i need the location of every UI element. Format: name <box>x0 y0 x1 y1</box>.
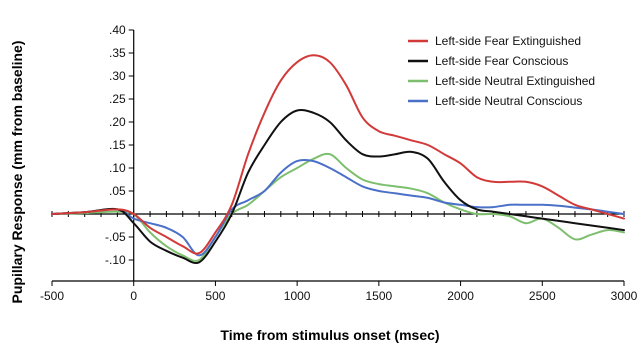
series-layer <box>51 54 625 264</box>
legend: Left-side Fear Extinguished Left-side Fea… <box>408 34 595 108</box>
x-tick-label: 500 <box>205 289 225 303</box>
y-tick-label: .30 <box>109 69 126 83</box>
y-tick-label: .05 <box>109 184 126 198</box>
series-line-left-side-fear-conscious <box>51 108 625 264</box>
y-tick-label: -.10 <box>105 253 126 267</box>
y-axis-title: Pupillary Response (mm from baseline) <box>9 41 25 304</box>
series-line-left-side-neutral-extinguished <box>51 152 625 262</box>
x-tick-label: 0 <box>130 289 137 303</box>
x-tick-label: 2000 <box>447 289 474 303</box>
y-tick-label: -.05 <box>105 230 126 244</box>
y-tick-label: .20 <box>109 115 126 129</box>
series-line-left-side-fear-extinguished <box>51 54 625 255</box>
series-line-left-side-neutral-conscious <box>51 158 625 257</box>
axes: -500 0 500 1000 1500 2000 2500 3000 .40 .35 .30 .25… <box>40 23 638 303</box>
x-tick-label: 1000 <box>284 289 311 303</box>
x-axis-title: Time from stimulus onset (msec) <box>220 327 439 343</box>
y-tick-label: .35 <box>109 46 126 60</box>
x-tick-label: -500 <box>40 289 64 303</box>
x-tick-label: 2500 <box>529 289 556 303</box>
legend-label-left-side-neutral-extinguished: Left-side Neutral Extinguished <box>435 74 595 88</box>
y-tick-label: .10 <box>109 161 126 175</box>
legend-label-left-side-neutral-conscious: Left-side Neutral Conscious <box>435 94 582 108</box>
x-tick-label: 3000 <box>611 289 638 303</box>
y-tick-label: .25 <box>109 92 126 106</box>
y-tick-label: .40 <box>109 23 126 37</box>
y-tick-label: .15 <box>109 138 126 152</box>
legend-label-left-side-fear-conscious: Left-side Fear Conscious <box>435 54 568 68</box>
legend-label-left-side-fear-extinguished: Left-side Fear Extinguished <box>435 34 581 48</box>
x-tick-label: 1500 <box>366 289 393 303</box>
